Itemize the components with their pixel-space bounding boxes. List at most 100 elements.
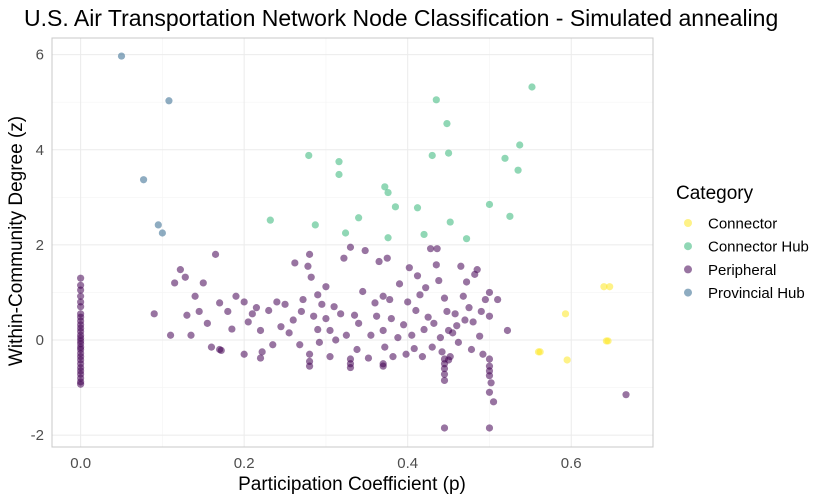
point-connector [600, 283, 608, 291]
point-connector-hub [335, 158, 343, 166]
point-peripheral [461, 316, 469, 324]
point-peripheral [314, 325, 322, 334]
point-connector-hub [413, 204, 422, 212]
point-peripheral [473, 266, 481, 274]
point-provincial-hub [154, 221, 162, 229]
point-peripheral [297, 307, 305, 316]
point-connector-hub [311, 221, 319, 229]
point-peripheral [228, 325, 236, 333]
point-peripheral [465, 304, 473, 312]
point-peripheral [207, 343, 216, 351]
x-axis-ticks: 0.0 0.2 0.4 0.6 [70, 455, 581, 472]
point-connector-hub [384, 234, 392, 242]
point-connector [563, 356, 571, 364]
point-peripheral [340, 254, 348, 262]
y-axis-title: Within-Community Degree (z) [6, 116, 27, 366]
point-peripheral [412, 306, 420, 315]
point-connector-hub [305, 151, 313, 160]
point-peripheral [346, 363, 355, 372]
point-peripheral [436, 334, 445, 342]
point-peripheral [265, 306, 273, 315]
point-peripheral [457, 262, 465, 270]
point-peripheral [342, 331, 350, 339]
point-peripheral [281, 300, 289, 308]
point-peripheral [400, 321, 408, 329]
point-peripheral [77, 286, 85, 294]
point-peripheral [350, 311, 359, 319]
point-peripheral [187, 331, 195, 339]
point-peripheral [77, 274, 85, 282]
y-tick-label: 4 [36, 142, 44, 159]
point-peripheral [330, 303, 338, 311]
point-peripheral [258, 348, 266, 356]
point-peripheral [449, 329, 457, 337]
plot-panel [51, 37, 654, 448]
point-connector-hub [444, 149, 453, 157]
point-peripheral [77, 380, 85, 388]
point-peripheral [224, 307, 232, 316]
point-connector-hub [528, 83, 536, 91]
point-peripheral [494, 295, 502, 304]
point-peripheral [315, 338, 323, 346]
point-peripheral [420, 325, 428, 334]
legend-items: Connector Connector Hub Peripheral Provinci… [684, 216, 809, 302]
point-peripheral [440, 370, 449, 378]
point-connector-hub [514, 166, 522, 174]
point-peripheral [451, 310, 459, 318]
point-provincial-hub [117, 52, 126, 60]
point-peripheral [435, 276, 443, 285]
point-peripheral [467, 345, 476, 354]
point-peripheral [375, 257, 383, 266]
minor-gridlines [52, 38, 653, 447]
point-peripheral [410, 344, 418, 353]
point-peripheral [322, 283, 330, 291]
major-gridlines [52, 38, 653, 447]
point-provincial-hub [158, 229, 166, 237]
point-peripheral [332, 336, 340, 344]
point-peripheral [373, 312, 381, 320]
x-tick-label: 0.6 [561, 455, 582, 472]
point-peripheral [379, 326, 387, 335]
point-peripheral [428, 343, 436, 351]
point-peripheral [503, 326, 512, 335]
point-peripheral [314, 291, 322, 299]
point-peripheral [191, 292, 199, 300]
point-peripheral [256, 326, 265, 335]
point-peripheral [240, 350, 248, 358]
point-peripheral [379, 292, 387, 300]
point-peripheral [416, 291, 424, 299]
point-peripheral [383, 254, 391, 262]
x-tick-label: 0.0 [70, 455, 91, 472]
point-peripheral [216, 299, 224, 307]
y-tick-label: -2 [31, 427, 44, 444]
point-peripheral [353, 345, 361, 354]
x-tick-label: 0.4 [397, 455, 418, 472]
point-peripheral [77, 292, 85, 300]
point-connector-hub [428, 151, 436, 160]
point-peripheral [444, 356, 453, 364]
point-peripheral [379, 362, 387, 370]
point-peripheral [469, 318, 477, 326]
point-connector-hub [501, 154, 509, 162]
point-peripheral [459, 292, 467, 300]
point-peripheral [199, 279, 207, 287]
x-tick-label: 0.2 [234, 455, 255, 472]
panel-border [51, 37, 654, 448]
point-peripheral [418, 353, 427, 361]
point-peripheral [310, 312, 318, 320]
chart-title: U.S. Air Transportation Network Node Cla… [24, 5, 778, 31]
point-peripheral [183, 311, 191, 319]
point-connector [536, 348, 544, 356]
point-peripheral [432, 261, 440, 269]
legend: Category Connector Connector Hub Periphera… [676, 183, 809, 302]
point-connector-hub [516, 141, 524, 149]
point-peripheral [289, 316, 297, 324]
point-peripheral [477, 307, 485, 316]
point-peripheral [481, 295, 489, 304]
point-peripheral [402, 350, 410, 358]
point-peripheral [181, 273, 189, 281]
point-peripheral [413, 272, 422, 280]
point-peripheral [359, 287, 367, 296]
point-peripheral [305, 362, 314, 370]
point-peripheral [171, 279, 179, 287]
